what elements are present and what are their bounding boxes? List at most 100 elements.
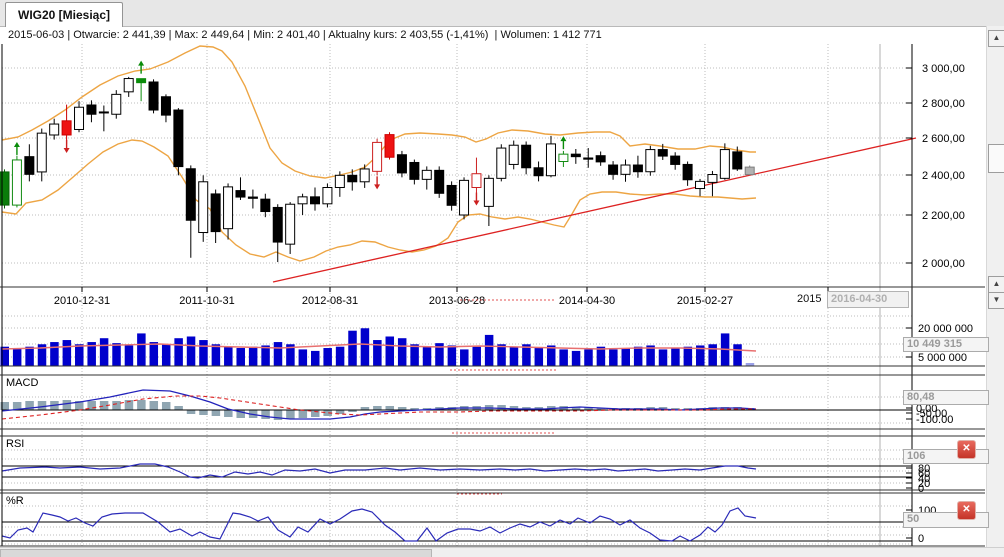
macd-histogram-bar: [62, 400, 72, 410]
volume-bar: [99, 338, 109, 366]
macd-axis-label: 0,00: [916, 403, 937, 415]
macd-histogram-bar: [509, 406, 519, 410]
macd-histogram-bar: [261, 410, 270, 419]
axis-scroll-down-icon[interactable]: ▼: [988, 292, 1004, 309]
volume-bar: [571, 350, 581, 366]
date-axis-label: 2015-02-27: [677, 295, 733, 307]
volume-bar: [596, 346, 606, 366]
candlestick: [86, 104, 97, 115]
axis-scroll-up-icon[interactable]: ▲: [988, 276, 1004, 293]
candlestick: [570, 153, 581, 158]
volume-bar: [546, 345, 556, 366]
macd-histogram-bar: [298, 410, 308, 418]
candlestick: [719, 149, 730, 179]
candlestick: [173, 109, 184, 168]
candlestick: [160, 96, 171, 116]
macd-histogram-bar: [323, 410, 332, 416]
candlestick: [657, 149, 668, 157]
macd-histogram-bar: [571, 407, 581, 410]
close-rsi-pane-icon[interactable]: ✕: [957, 440, 976, 459]
candlestick: [272, 206, 283, 243]
macd-histogram-bar: [410, 408, 419, 410]
volume-bar: [745, 363, 755, 366]
rsi-axis-label: 40: [918, 473, 930, 485]
macd-histogram-bar: [161, 402, 171, 410]
candlestick: [11, 159, 22, 206]
candlestick: [210, 193, 221, 233]
macd-histogram-bar: [25, 401, 34, 410]
macd-histogram-bar: [174, 406, 183, 410]
macd-histogram-bar: [671, 408, 680, 410]
candlestick: [247, 196, 258, 199]
volume-bar: [174, 338, 183, 366]
rsi-axis-label: 20: [918, 478, 930, 490]
vertical-scrollbar[interactable]: ▲ ▲ ▼: [986, 26, 1004, 547]
candlestick: [434, 169, 445, 194]
candlestick: [297, 196, 308, 205]
volume-bar: [261, 345, 270, 366]
macd-histogram-bar: [112, 401, 121, 410]
date-axis-label: 2010-12-31: [54, 295, 110, 307]
candlestick: [322, 187, 333, 205]
volume-bar: [273, 342, 283, 366]
candlestick: [347, 174, 358, 183]
horizontal-scrollbar-thumb[interactable]: [0, 549, 432, 557]
volume-bar: [236, 348, 245, 366]
volume-bar: [646, 345, 655, 366]
macd-histogram-bar: [37, 401, 47, 410]
volume-bar: [385, 336, 395, 366]
vertical-scrollbar-thumb[interactable]: [988, 144, 1004, 173]
volume-bar: [75, 344, 84, 366]
horizontal-scrollbar[interactable]: [0, 547, 1004, 557]
macd-histogram-bar: [99, 401, 109, 410]
volume-ma-line: [1, 343, 757, 352]
macd-current-value-box: 80,48: [903, 390, 989, 405]
scroll-up-icon[interactable]: ▲: [988, 30, 1004, 47]
volume-bar: [559, 349, 568, 366]
candlestick: [61, 120, 72, 136]
macd-histogram-bar: [273, 410, 283, 420]
date-axis-label: 2013-06-28: [429, 295, 485, 307]
percent-r-axis-label: 0: [918, 533, 924, 545]
volume-bar: [311, 350, 320, 366]
macd-histogram-bar: [199, 410, 208, 415]
close-percent-r-pane-icon[interactable]: ✕: [957, 501, 976, 520]
volume-bar: [696, 345, 705, 366]
buy-signal-arrow-icon: [13, 141, 20, 147]
buy-signal-arrow-icon: [138, 60, 145, 66]
macd-histogram-bar: [87, 401, 96, 410]
candlestick: [198, 181, 209, 234]
volume-bar: [410, 344, 419, 366]
candlestick: [111, 93, 122, 115]
percent-r-current-value-box: 50: [903, 512, 989, 528]
candlestick: [620, 164, 631, 175]
candlestick: [670, 155, 681, 165]
partial-year-label: 2015: [797, 293, 822, 305]
rsi-line: [1, 463, 757, 479]
macd-histogram-bar: [311, 410, 320, 417]
price-axis-label: 2 400,00: [922, 170, 965, 182]
date-axis-label: 2014-04-30: [559, 295, 615, 307]
macd-histogram-bar: [373, 406, 382, 410]
volume-bar: [248, 346, 258, 366]
sell-signal-arrow-icon: [473, 200, 480, 206]
volume-bar: [633, 346, 643, 366]
rsi-axis-label: 80: [918, 463, 930, 475]
candlestick: [334, 174, 345, 189]
sell-signal-arrow-icon: [374, 184, 381, 190]
candlestick: [483, 177, 494, 207]
candlestick: [0, 171, 10, 206]
candlestick: [459, 179, 470, 216]
volume-bar: [708, 344, 717, 366]
quote-info-bar: 2015-06-03 | Otwarcie: 2 441,39 | Max: 2…: [0, 27, 1004, 44]
macd-line: [1, 389, 757, 420]
future-date-box: 2016-04-30: [827, 291, 909, 308]
volume-bar: [497, 344, 506, 366]
volume-bar: [124, 345, 134, 366]
volume-bar: [62, 340, 72, 366]
rsi-axis-label: 0: [918, 483, 924, 495]
tab-wig20-monthly[interactable]: WIG20 [Miesiąc]: [5, 2, 124, 27]
macd-axis-label: -100.00: [916, 414, 953, 426]
